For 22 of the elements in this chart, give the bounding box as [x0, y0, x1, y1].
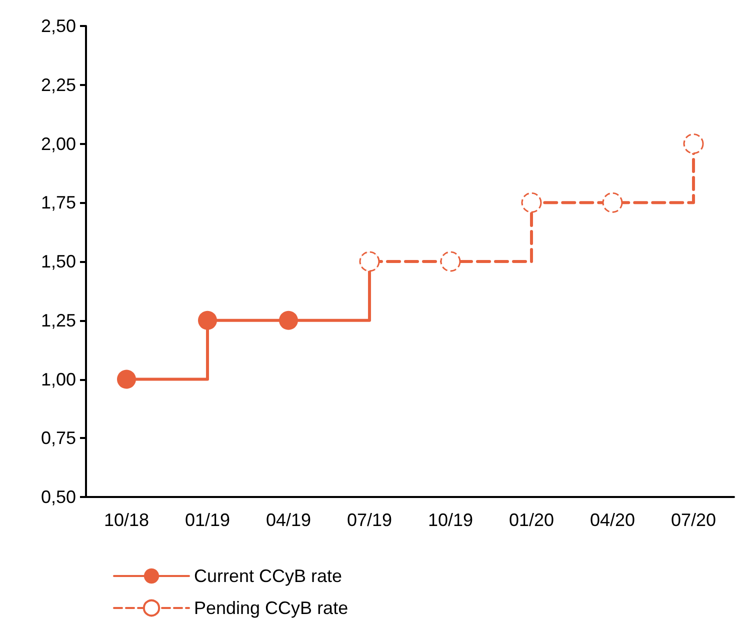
- y-tick-label: 0,75: [40, 428, 76, 448]
- y-tick-label: 1,75: [40, 192, 76, 213]
- legend-label: Current CCyB rate: [194, 566, 342, 586]
- y-tick-label: 0,50: [40, 487, 76, 507]
- x-tick-label: 07/19: [346, 510, 392, 530]
- y-tick-label: 1,25: [40, 310, 76, 330]
- y-tick-label: 2,50: [40, 16, 76, 36]
- x-tick-label: 07/20: [670, 510, 716, 530]
- y-tick-label: 2,00: [40, 134, 76, 154]
- point: [198, 310, 217, 330]
- x-tick-label: 01/19: [184, 510, 230, 530]
- point: [117, 370, 136, 389]
- x-tick-label: 01/20: [508, 510, 554, 530]
- y-tick-label: 1,50: [40, 252, 76, 272]
- x-tick-label: 10/18: [104, 510, 150, 530]
- y-tick-label: 1,00: [40, 369, 76, 390]
- x-tick-label: 04/20: [590, 510, 636, 530]
- y-tick-label: 2,25: [40, 74, 76, 95]
- x-tick-label: 10/19: [428, 510, 474, 530]
- x-tick-label: 04/19: [266, 510, 312, 530]
- point: [279, 310, 298, 330]
- legend-label: Pending CCyB rate: [194, 598, 348, 618]
